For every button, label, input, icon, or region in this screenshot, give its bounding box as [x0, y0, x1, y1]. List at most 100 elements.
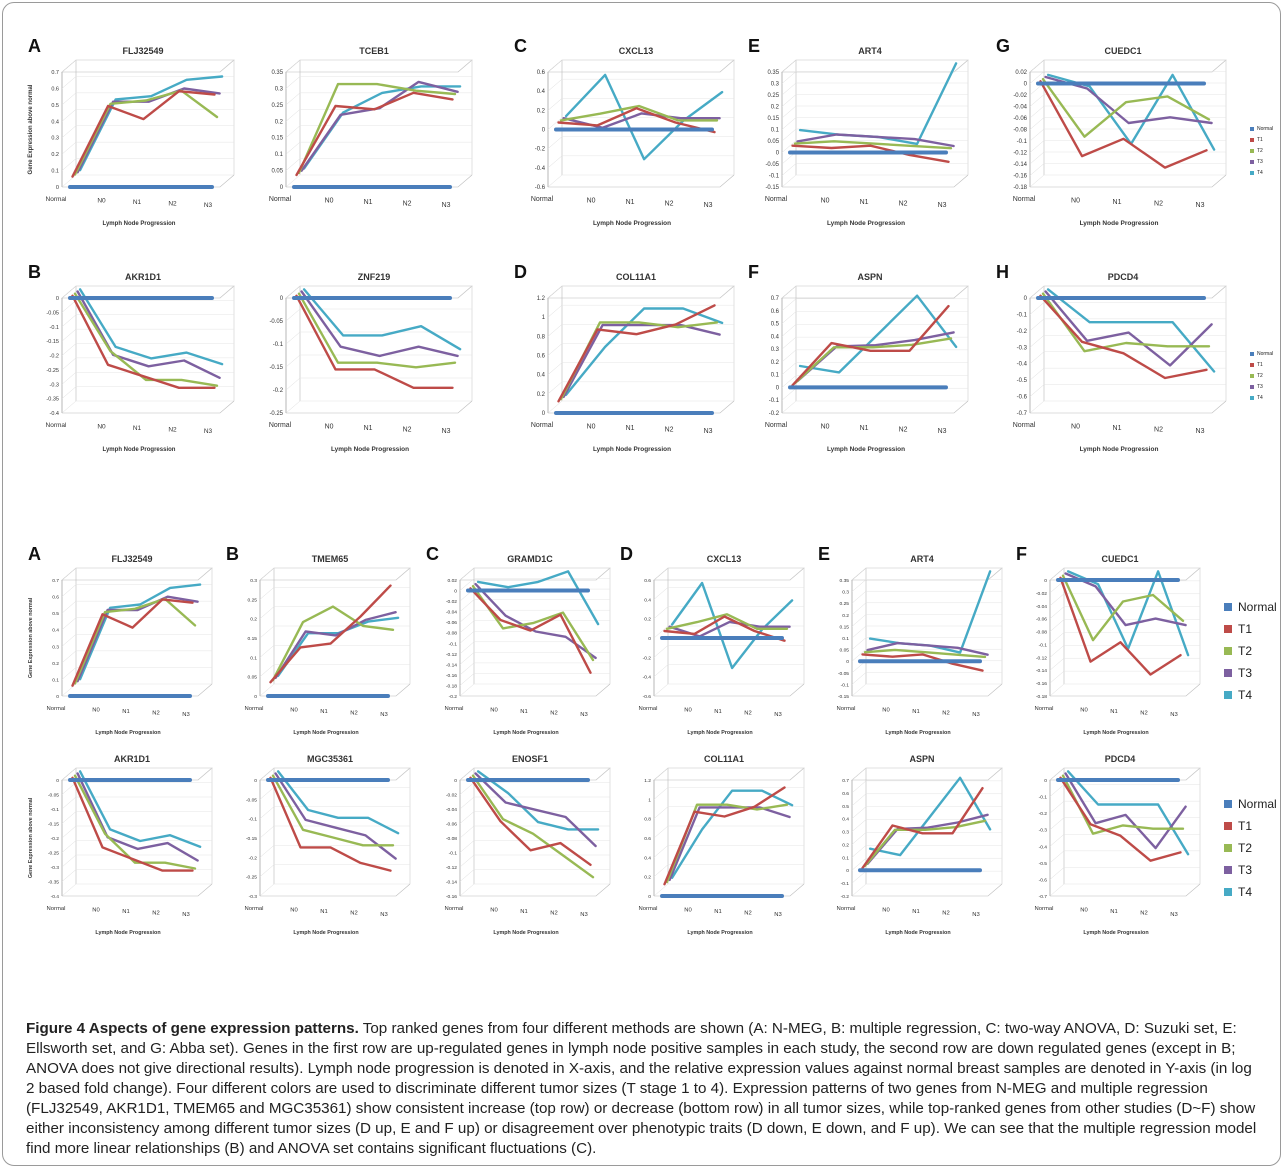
y-tick-label: -0.08 — [446, 631, 457, 637]
x-tick-label: Normal — [269, 196, 292, 203]
grid-depth-line — [781, 71, 797, 84]
y-tick-label: 0.4 — [537, 89, 546, 95]
series-line-t3 — [1044, 290, 1213, 367]
x-tick-label: N1 — [1113, 425, 1122, 432]
grid-depth-line — [459, 683, 475, 697]
y-tick-label: 0.6 — [644, 578, 651, 584]
y-tick-label: -0.14 — [446, 880, 457, 886]
series-line-t4 — [78, 75, 224, 172]
y-tick-label: -0.15 — [838, 694, 849, 700]
y-tick-label: 0.5 — [51, 103, 59, 109]
grid-depth-line — [459, 599, 475, 612]
series-line-t1 — [269, 584, 392, 684]
x-axis-label: Lymph Node Progression — [885, 730, 950, 736]
chart-title: ENOSF1 — [512, 754, 548, 764]
grid-depth-line — [1049, 850, 1065, 864]
y-tick-label: -0.2 — [49, 354, 59, 360]
y-tick-label: -0.2 — [449, 694, 458, 700]
y-tick-label: -0.04 — [446, 807, 457, 813]
y-tick-label: 0.2 — [51, 152, 59, 158]
y-tick-label: 0.1 — [51, 169, 59, 175]
grid-depth-line — [61, 141, 77, 155]
plot-top-edge — [653, 767, 805, 781]
depth-edge — [395, 567, 411, 581]
y-tick-label: -0.08 — [446, 836, 457, 842]
x-tick-label: N2 — [899, 427, 908, 434]
x-axis-label: Lymph Node Progression — [1080, 446, 1159, 453]
y-tick-label: -0.6 — [535, 185, 546, 191]
y-tick-label: -0.4 — [1039, 844, 1048, 850]
series-line-t4 — [564, 73, 724, 161]
grid-depth-line — [61, 634, 77, 647]
grid-depth-line — [1049, 867, 1065, 880]
grid-depth-line — [781, 94, 797, 107]
x-tick-label: N2 — [403, 427, 412, 434]
depth-edge — [953, 59, 969, 73]
series-line-t4 — [670, 581, 794, 670]
plot-top-edge — [285, 59, 473, 73]
series-line-t1 — [1059, 776, 1182, 862]
grid-depth-line — [1049, 883, 1065, 897]
x-axis-label: Lymph Node Progression — [1080, 220, 1159, 227]
plot-top-edge — [61, 567, 213, 581]
grid-depth-line — [61, 796, 77, 810]
depth-edge — [219, 59, 235, 73]
series-line-t4 — [798, 62, 958, 146]
y-tick-label: -0.04 — [1013, 105, 1027, 111]
y-tick-label: 0 — [846, 659, 849, 665]
caption-text: Top ranked genes from four different met… — [26, 1020, 1257, 1157]
grid-depth-line — [653, 606, 669, 619]
grid-depth-line — [1029, 128, 1045, 142]
grid-depth-line — [259, 864, 275, 877]
depth-edge — [987, 567, 1003, 581]
floor-edge — [852, 883, 1003, 897]
depth-edge — [789, 567, 805, 581]
x-tick-label: N2 — [152, 911, 160, 917]
y-tick-label: 0.35 — [271, 70, 283, 76]
grid-depth-line — [781, 128, 797, 142]
chart-title: AKR1D1 — [114, 754, 150, 764]
grid-depth-line — [1049, 817, 1065, 830]
x-tick-label: N3 — [1196, 202, 1205, 209]
grid-depth-line — [459, 796, 475, 810]
grid-depth-line — [459, 767, 475, 781]
grid-depth-line — [851, 806, 867, 819]
legend-item: T1 — [1224, 618, 1277, 640]
series-line-t4 — [302, 85, 462, 170]
panel-letter: D — [620, 544, 633, 564]
x-tick-label: N0 — [490, 908, 498, 914]
y-tick-label: -0.16 — [446, 894, 457, 900]
chart-title: CXCL13 — [619, 46, 654, 56]
y-tick-label: -0.1 — [1017, 312, 1028, 318]
series-line-t1 — [71, 294, 216, 390]
series-line-t2 — [73, 774, 197, 870]
grid-depth-line — [61, 600, 77, 614]
y-tick-label: -0.12 — [446, 865, 457, 871]
y-tick-label: -0.1 — [1039, 795, 1048, 801]
x-tick-label: N3 — [938, 428, 947, 435]
y-tick-label: -0.2 — [1039, 811, 1048, 817]
x-tick-label: Normal — [47, 906, 66, 912]
x-tick-label: N2 — [168, 201, 177, 208]
y-tick-label: -0.04 — [446, 610, 457, 616]
y-tick-label: -0.1 — [273, 342, 284, 348]
series-line-t4 — [302, 288, 462, 351]
y-tick-label: -0.12 — [1036, 655, 1047, 661]
series-line-t2 — [863, 819, 987, 868]
y-tick-label: 0 — [56, 185, 59, 191]
grid-depth-line — [851, 602, 867, 615]
depth-edge — [953, 285, 969, 299]
x-tick-label: N2 — [665, 201, 674, 208]
grid-depth-line — [459, 811, 475, 824]
y-tick-label: -0.4 — [535, 166, 546, 172]
grid-depth-line — [1029, 367, 1045, 381]
grid-depth-line — [781, 362, 797, 375]
grid-depth-line — [1049, 658, 1065, 671]
x-tick-label: Normal — [1013, 422, 1036, 429]
y-tick-label: 0.1 — [275, 152, 284, 158]
x-tick-label: N2 — [942, 911, 950, 917]
grid-depth-line — [851, 767, 867, 781]
grid-depth-line — [285, 174, 301, 188]
y-tick-label: 0.6 — [644, 836, 651, 842]
grid-depth-line — [781, 336, 797, 350]
